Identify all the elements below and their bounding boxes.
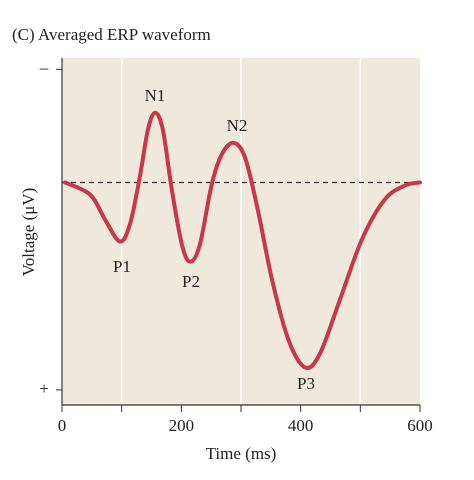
peak-label: N1 xyxy=(145,86,166,105)
peak-label: P3 xyxy=(297,374,315,393)
x-tick-label: 200 xyxy=(169,416,195,435)
x-axis-label: Time (ms) xyxy=(206,444,277,463)
peak-label: P1 xyxy=(113,257,131,276)
waveform-line xyxy=(62,110,422,370)
x-tick-label: 600 xyxy=(407,416,433,435)
y-axis-label: Voltage (μV) xyxy=(19,188,38,277)
x-tick-label: 0 xyxy=(58,416,67,435)
peak-label: N2 xyxy=(227,116,248,135)
chart-title: (C) Averaged ERP waveform xyxy=(12,25,211,44)
y-tick-label: + xyxy=(39,379,49,398)
peak-label: P2 xyxy=(182,272,200,291)
x-tick-label: 400 xyxy=(288,416,314,435)
y-tick-label: – xyxy=(39,58,49,77)
